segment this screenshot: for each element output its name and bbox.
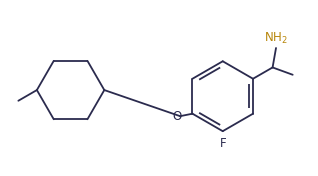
Text: O: O <box>172 111 182 124</box>
Text: NH$_2$: NH$_2$ <box>264 30 288 46</box>
Text: F: F <box>219 137 226 150</box>
